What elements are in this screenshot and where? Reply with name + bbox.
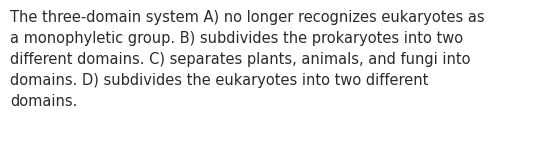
Text: The three-domain system A) no longer recognizes eukaryotes as
a monophyletic gro: The three-domain system A) no longer rec… (10, 10, 485, 109)
